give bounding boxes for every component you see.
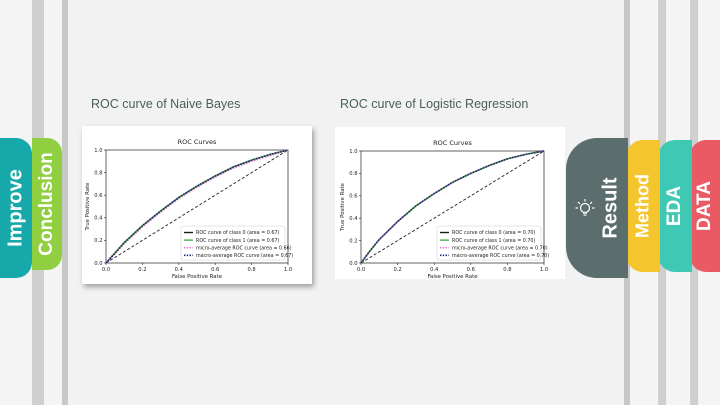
section-title-logistic-regression: ROC curve of Logistic Regression [340, 97, 529, 111]
tab-improve[interactable]: Improve [0, 138, 32, 278]
legend-entry: ROC curve of class 0 (area = 0.70) [452, 230, 535, 236]
legend-box [180, 225, 286, 261]
x-tick-label: 0.4 [175, 267, 184, 273]
y-tick-label: 0.0 [349, 261, 357, 267]
legend-entry: macro-average ROC curve (area = 0.67) [196, 253, 293, 259]
y-tick-label: 0.2 [349, 238, 357, 244]
tab-data[interactable]: DATA [690, 140, 720, 272]
tab-method[interactable]: Method [626, 140, 660, 272]
tab-conclusion[interactable]: Conclusion [32, 138, 62, 270]
tab-eda-label: EDA [664, 185, 685, 227]
chance-diagonal-line [360, 150, 545, 264]
micro-average-roc-curve [105, 149, 289, 264]
y-tick-label: 0.4 [94, 216, 103, 222]
tab-eda[interactable]: EDA [658, 140, 692, 272]
roc-chart-svg: ROC Curves 0.00.0 0.2 0.2 0.4 0.4 0.6 0.6 0.8 0.8… [340, 139, 549, 280]
x-tick-label: 0.6 [211, 267, 219, 273]
tab-method-label: Method [632, 174, 653, 238]
legend-entry: ROC curve of class 1 (area = 0.67) [196, 238, 279, 244]
legend-box [436, 225, 542, 261]
legend-entry: ROC curve of class 1 (area = 0.70) [452, 238, 535, 244]
y-tick-label: 0.6 [94, 193, 102, 199]
y-tick-label: 1.0 [349, 149, 357, 155]
y-tick-label: 0.0 [94, 261, 102, 267]
chance-diagonal-line [105, 149, 289, 264]
plot-area-frame [105, 149, 289, 264]
plot-area-frame [360, 150, 545, 264]
tab-result[interactable]: Result [566, 138, 628, 278]
legend-entry: ROC curve of class 0 (area = 0.67) [196, 230, 279, 236]
tab-conclusion-label: Conclusion [36, 152, 57, 256]
roc-chart-svg: ROC Curves 0.00.0 0.2 0.2 0.4 0.4 0.6 0.6 0.8 0.8… [85, 138, 293, 280]
lightbulb-icon [572, 196, 598, 220]
x-axis-label: False Positive Rate [427, 274, 478, 279]
x-tick-label: 1.0 [540, 267, 548, 273]
x-tick-label: 0.8 [503, 267, 511, 273]
roc-curve-class-1 [105, 149, 289, 264]
y-axis-label: True Positive Rate [340, 182, 346, 232]
x-tick-label: 0.4 [430, 267, 439, 273]
x-tick-label: 1.0 [284, 267, 292, 273]
legend-entry: macro-average ROC curve (area = 0.70) [452, 253, 549, 259]
x-tick-label: 0.2 [138, 267, 146, 273]
legend-entry: micro-average ROC curve (area = 0.70) [452, 245, 548, 251]
x-tick-label: 0.6 [467, 267, 475, 273]
chart-title: ROC Curves [433, 139, 472, 147]
y-axis-label: True Positive Rate [85, 182, 91, 232]
x-tick-label: 0.8 [247, 267, 255, 273]
roc-chart-naive-bayes: ROC Curves 0.0 0.0 0.2 0.2 0.4 0.4 0.6 0.6 0.8 0.8… [82, 126, 312, 284]
macro-average-roc-curve [360, 150, 545, 264]
x-tick-label: 0.2 [393, 267, 401, 273]
section-title-naive-bayes: ROC curve of Naive Bayes [91, 97, 241, 111]
y-tick-label: 1.0 [94, 148, 102, 154]
tab-result-label: Result [599, 177, 622, 239]
x-axis-label: False Positive Rate [172, 274, 223, 280]
left-divider-strip [62, 0, 68, 405]
roc-chart-logistic-regression: ROC Curves 0.0 0.0 0.2 0.2 0.4 0.4 0.6 0.6 0.8 0.8… [335, 127, 565, 280]
legend-entry: micro-average ROC curve (area = 0.66) [196, 245, 292, 251]
x-tick-label: 0.0 [102, 267, 110, 273]
y-tick-label: 0.2 [94, 238, 102, 244]
y-tick-label: 0.4 [349, 216, 358, 222]
tab-data-label: DATA [694, 181, 715, 231]
y-tick-label: 0.6 [349, 194, 357, 200]
x-tick-label: 0.0 [357, 267, 365, 273]
chart-title: ROC Curves [178, 138, 217, 146]
tab-improve-label: Improve [4, 169, 27, 247]
y-tick-label: 0.8 [94, 170, 102, 176]
y-tick-label: 0.8 [349, 171, 357, 177]
